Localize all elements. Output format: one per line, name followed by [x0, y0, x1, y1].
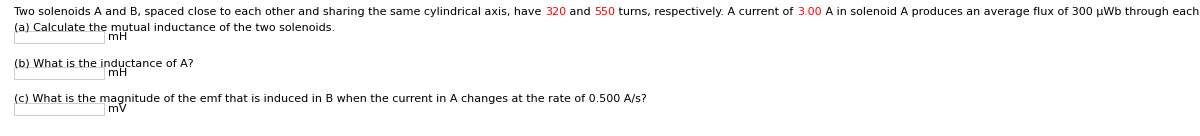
Text: 550: 550 — [594, 7, 616, 17]
Text: mH: mH — [108, 68, 127, 78]
Bar — [14, 103, 104, 115]
Text: 320: 320 — [545, 7, 566, 17]
Text: Two solenoids A and B, spaced close to each other and sharing the same cylindric: Two solenoids A and B, spaced close to e… — [14, 7, 545, 17]
Text: (c) What is the magnitude of the emf that is induced in B when the current in A : (c) What is the magnitude of the emf tha… — [14, 94, 647, 104]
Bar — [14, 67, 104, 79]
Text: (a) Calculate the mutual inductance of the two solenoids.: (a) Calculate the mutual inductance of t… — [14, 22, 335, 32]
Text: and: and — [566, 7, 594, 17]
Text: A in solenoid A produces an average flux of 300 μWb through each turn of A and a: A in solenoid A produces an average flux… — [822, 7, 1200, 17]
Text: 3.00: 3.00 — [797, 7, 822, 17]
Text: mH: mH — [108, 32, 127, 42]
Text: turns, respectively. A current of: turns, respectively. A current of — [616, 7, 797, 17]
Text: mV: mV — [108, 104, 126, 114]
Text: (b) What is the inductance of A?: (b) What is the inductance of A? — [14, 58, 193, 68]
Bar — [14, 31, 104, 43]
